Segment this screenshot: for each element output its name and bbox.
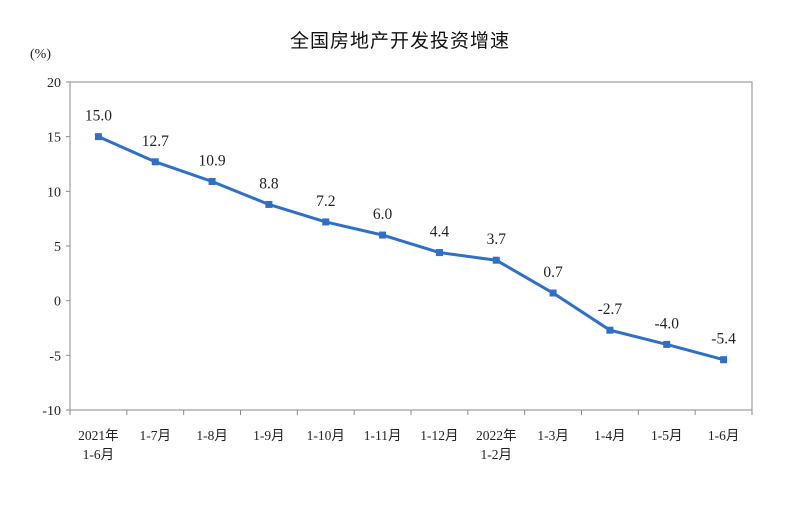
data-point <box>151 158 159 166</box>
data-point <box>720 356 728 364</box>
data-point <box>379 231 387 239</box>
series-line <box>97 135 724 362</box>
chart-title: 全国房地产开发投资增速 <box>289 30 510 52</box>
x-tick-label: 1-6月 <box>83 447 115 462</box>
y-tick-label: -10 <box>42 404 61 419</box>
data-point <box>549 289 557 297</box>
y-tick-label: 10 <box>47 185 61 200</box>
x-tick-label: 1-6月 <box>708 428 740 443</box>
data-label: -4.0 <box>654 315 679 332</box>
y-tick-label: 20 <box>47 76 61 91</box>
x-tick-label: 1-8月 <box>196 428 228 443</box>
data-point <box>265 200 273 208</box>
data-label: 15.0 <box>85 108 112 125</box>
x-tick-label: 1-11月 <box>364 428 402 443</box>
data-label: 7.2 <box>316 193 335 210</box>
x-tick-label: 2021年 <box>78 428 119 443</box>
x-tick-label: 1-3月 <box>537 428 569 443</box>
y-tick-label: 15 <box>47 131 61 146</box>
data-point <box>208 177 216 185</box>
y-tick-label: 5 <box>54 240 61 255</box>
data-label: 0.7 <box>543 264 563 281</box>
x-tick-label: 2022年 <box>476 428 517 443</box>
data-point <box>322 218 330 226</box>
data-label: -5.4 <box>711 331 736 348</box>
y-tick-label: -5 <box>49 349 61 364</box>
data-label: 10.9 <box>199 152 226 169</box>
data-point <box>94 133 102 141</box>
data-label: 3.7 <box>487 231 507 248</box>
data-point <box>606 326 614 334</box>
data-label: 4.4 <box>430 224 450 241</box>
x-tick-label: 1-5月 <box>651 428 683 443</box>
y-tick-label: 0 <box>54 295 61 310</box>
data-label: -2.7 <box>598 301 623 318</box>
x-tick-label: 1-7月 <box>140 428 172 443</box>
data-point <box>663 340 671 348</box>
y-axis-unit: (%) <box>30 47 51 62</box>
data-point <box>492 256 500 264</box>
data-label: 12.7 <box>142 133 169 150</box>
x-tick-label: 1-9月 <box>253 428 285 443</box>
data-label: 6.0 <box>373 206 393 223</box>
data-point <box>435 249 443 257</box>
x-tick-label: 1-10月 <box>307 428 345 443</box>
data-label: 8.8 <box>259 175 279 192</box>
x-tick-label: 1-2月 <box>481 447 513 462</box>
x-tick-label: 1-12月 <box>420 428 458 443</box>
plot-frame <box>69 81 753 411</box>
x-tick-label: 1-4月 <box>594 428 626 443</box>
